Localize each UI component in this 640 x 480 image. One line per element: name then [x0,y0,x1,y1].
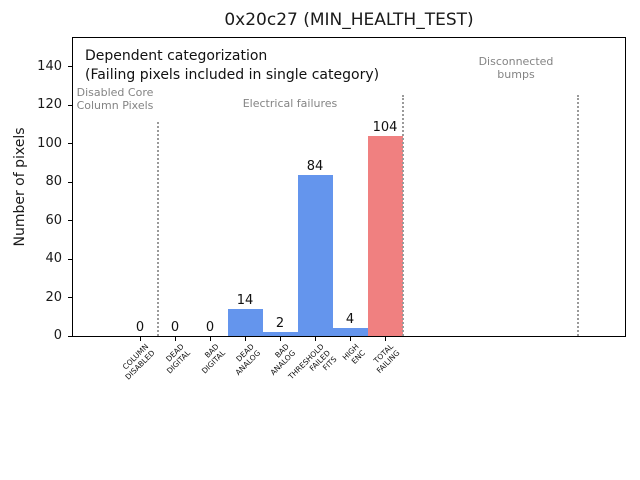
plot-area [72,37,626,337]
chart-title: 0x20c27 (MIN_HEALTH_TEST) [224,10,474,30]
bar-threshold-failed-fits [297,175,333,336]
bar-value-label: 14 [236,293,254,308]
x-tick-mark [140,337,141,341]
bar-value-label: 0 [205,320,215,335]
bar-value-label: 104 [372,120,398,135]
x-tick-mark [280,337,281,341]
bar-value-label: 2 [275,316,285,331]
y-tick-label: 60 [45,212,62,228]
x-tick-label: BAD DIGITAL [199,342,227,376]
x-tick-mark [350,337,351,341]
y-tick-mark [68,181,72,183]
y-tick-mark [68,220,72,222]
bar-total-failing [367,136,403,336]
y-tick-label: 120 [37,97,62,113]
x-tick-mark [210,337,211,341]
region-separator [156,122,159,336]
y-tick-mark [68,297,72,299]
region-label-disabled-core-column-pixels: Disabled Core Column Pixels [76,86,154,112]
y-tick-mark [68,335,72,337]
bar-value-label: 84 [306,159,324,174]
annotation-line-1: Dependent categorization [85,48,268,64]
y-tick-label: 40 [45,251,62,267]
x-tick-label: TOTAL FAILING [372,342,402,376]
bar-value-label: 4 [345,312,355,327]
y-tick-label: 140 [37,58,62,74]
x-tick-label: DEAD ANALOG [233,342,262,378]
region-separator [401,95,404,336]
x-tick-label: COLUMN DISABLED [120,342,157,382]
x-tick-label: HIGH ENC [340,342,367,366]
y-axis-label: Number of pixels [12,127,28,247]
bar-value-label: 0 [135,320,145,335]
bar-bad-analog [262,332,298,336]
x-tick-mark [385,337,386,341]
y-tick-mark [68,258,72,260]
region-label-electrical-failures: Electrical failures [242,97,338,110]
bar-high-enc [332,328,368,336]
y-tick-mark [68,104,72,106]
y-tick-mark [68,66,72,68]
bar-dead-analog [227,309,263,336]
x-tick-mark [315,337,316,341]
y-tick-label: 0 [53,328,62,343]
y-tick-label: 20 [45,289,62,305]
y-tick-mark [68,143,72,145]
bar-value-label: 0 [170,320,180,335]
x-tick-label: DEAD DIGITAL [163,342,192,376]
y-tick-label: 80 [45,174,62,190]
y-tick-label: 100 [37,135,62,151]
annotation-line-2: (Failing pixels included in single categ… [85,67,380,83]
x-tick-mark [175,337,176,341]
region-label-disconnected-bumps: Disconnected bumps [478,55,554,81]
region-separator [576,95,579,336]
annotation-dependent-categorization: Dependent categorization (Failing pixels… [85,47,379,85]
x-tick-mark [245,337,246,341]
